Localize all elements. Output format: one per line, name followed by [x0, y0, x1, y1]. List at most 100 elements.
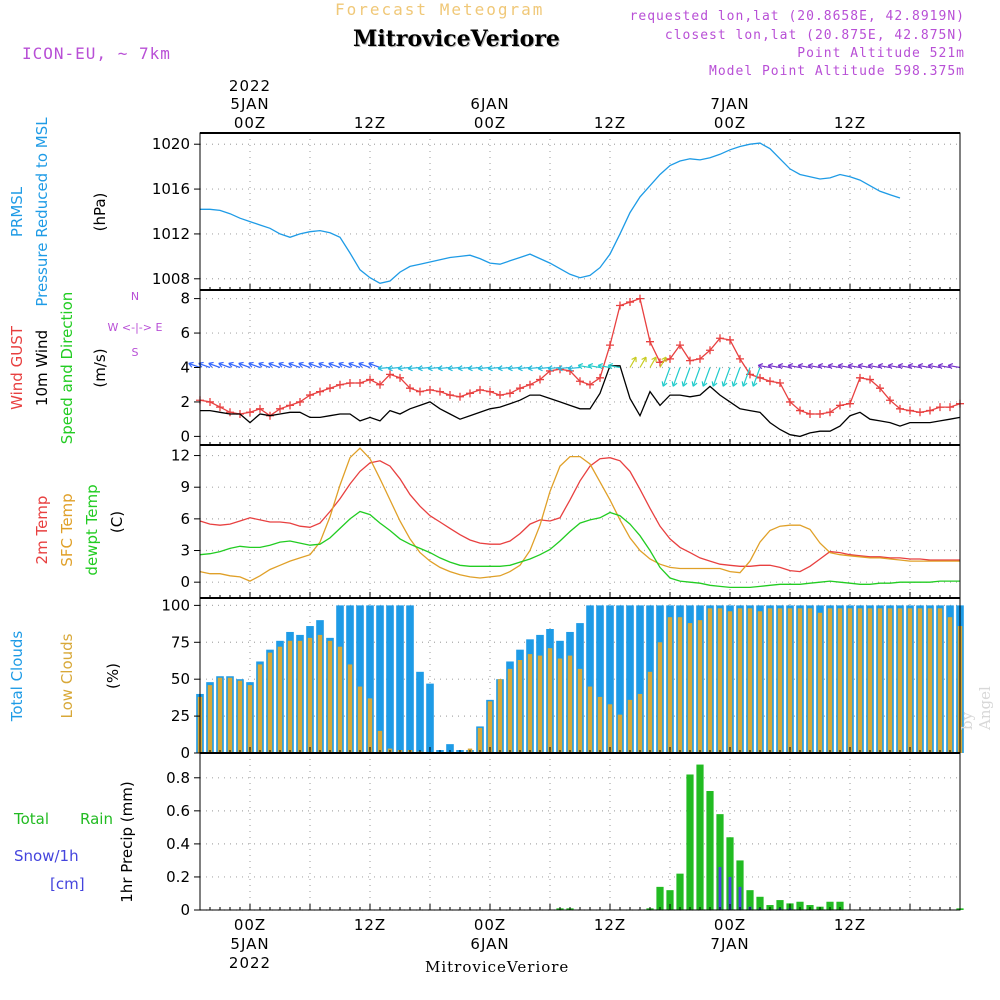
footer-location: MitroviceVeriore [425, 958, 570, 976]
wind-direction-arrow [487, 366, 501, 370]
wind-arrow-head [387, 365, 393, 372]
year-label-top: 2022 [229, 77, 271, 95]
y-tick-label: 1008 [152, 270, 190, 288]
low-cloud-bar [797, 608, 803, 753]
wind-arrow-head [587, 363, 594, 370]
sfc-temp-label: SFC Temp [58, 493, 76, 566]
gust-point [576, 377, 584, 386]
gust-point [206, 397, 214, 406]
wind-arrow-head [877, 363, 884, 370]
wind-direction-arrow [547, 366, 561, 370]
rain-label: Rain [80, 810, 113, 828]
wind-arrow-head [907, 363, 914, 370]
hour-label-top: 12Z [354, 114, 386, 132]
total-cloud-bar [596, 605, 604, 753]
low-cloud-bar [527, 654, 533, 753]
wind-arrow-head [767, 363, 774, 370]
y-tick-label: 0.6 [166, 802, 190, 820]
wind-direction-arrow [768, 364, 781, 369]
gust-point [466, 389, 474, 398]
low-cloud-bar [317, 634, 323, 753]
compass-north: N [131, 290, 139, 303]
wind-arrow-head [407, 365, 413, 372]
low-cloud-bar [677, 617, 683, 753]
wind-direction-arrow [898, 364, 911, 369]
wind-arrow-head [701, 381, 708, 387]
low-cloud-bar [227, 677, 233, 753]
wind-arrow-head [228, 361, 234, 368]
gust-point [836, 401, 844, 410]
wind-arrow-head [651, 356, 657, 363]
low-cloud-bar [237, 680, 243, 753]
low-cloud-bar [267, 652, 273, 753]
wind-direction-arrow [288, 362, 301, 369]
gust-point [726, 335, 734, 344]
y-tick-label: 50 [171, 670, 190, 688]
low-cloud-bar [887, 608, 893, 753]
wind-direction-arrow [248, 362, 261, 369]
day-label-top: 5JAN [230, 95, 269, 113]
gust-point [886, 396, 894, 405]
wind-direction-arrow [798, 364, 811, 369]
point-altitude: Point Altitude 521m [797, 46, 965, 61]
gust-point [926, 406, 934, 415]
snow-label: Snow/1h [14, 847, 79, 865]
wind-direction-arrow [742, 367, 751, 387]
low-cloud-bar [747, 608, 753, 753]
low-cloud-bar [737, 608, 743, 753]
rain-bar [796, 901, 804, 910]
gust-point [816, 410, 824, 418]
gust-point [826, 408, 834, 417]
total-cloud-bar [426, 683, 434, 753]
rain-bar [826, 901, 834, 910]
panel-frame [199, 752, 961, 911]
low-cloud-bar [837, 608, 843, 753]
wind-direction-arrow [848, 364, 861, 369]
day-label-bottom: 5JAN [230, 935, 269, 953]
rain-bar [746, 890, 754, 910]
low-cloud-bar [507, 668, 513, 753]
low-cloud-bar [927, 608, 933, 753]
dewpt-label: dewpt Temp [83, 484, 101, 575]
wind-direction-arrow [427, 366, 441, 370]
rain-bar [716, 814, 724, 910]
total-cloud-bar [366, 605, 374, 753]
total-cloud-bar [356, 605, 364, 753]
gust-point [646, 337, 654, 346]
wind-direction-arrow [662, 367, 671, 387]
y-tick-label: 6 [180, 324, 190, 342]
gust-point [936, 403, 944, 412]
low-cloud-bar [577, 668, 583, 753]
y-tick-label: 3 [180, 542, 190, 560]
y-tick-label: 0 [180, 744, 190, 762]
low-cloud-bar [477, 727, 483, 753]
rain-bar [696, 764, 704, 910]
wind-arrow-head [887, 363, 894, 370]
wind-arrow-head [741, 381, 748, 387]
wind-arrow-head [577, 363, 584, 370]
wind-direction-arrow [808, 364, 821, 369]
wind-arrow-head [238, 361, 244, 368]
chart-subtitle: Forecast Meteogram [335, 0, 545, 19]
precip-unit-label: 1hr Precip (mm) [118, 781, 136, 902]
wind-direction-arrow [788, 364, 801, 369]
low-cloud-bar [807, 608, 813, 753]
low-cloud-bar [727, 611, 733, 753]
wind-arrow-head [597, 363, 604, 370]
wind-arrow-head [827, 363, 834, 370]
low-cloud-bar [917, 608, 923, 753]
total-cloud-bar [586, 605, 594, 753]
wind-direction-arrow [928, 364, 941, 369]
gust-label: Wind GUST [8, 325, 26, 410]
gust-point [596, 373, 604, 382]
low-cloud-bar [647, 671, 653, 753]
hour-label-top: 12Z [834, 114, 866, 132]
gust-point [616, 301, 624, 310]
panel-frame [199, 444, 961, 599]
wind-label: 10m Wind [33, 330, 51, 406]
wind-arrow-head [457, 365, 463, 372]
wind-arrow-head [417, 365, 423, 372]
gust-point [846, 399, 854, 408]
wind-direction-arrow [639, 356, 647, 368]
low-cloud-bar [547, 648, 553, 753]
